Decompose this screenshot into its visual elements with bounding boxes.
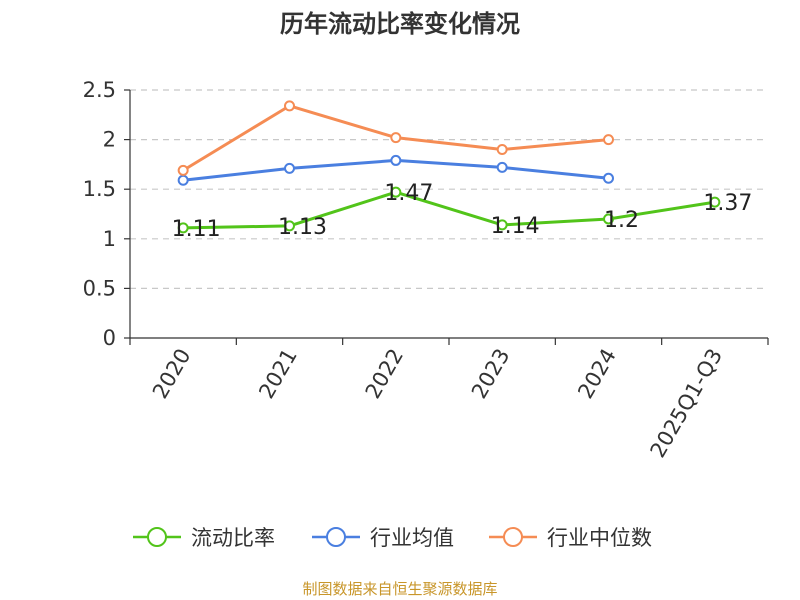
- data-point: [177, 222, 189, 234]
- grid-lines: [130, 89, 768, 289]
- data-point: [603, 134, 614, 146]
- chart-title: 历年流动比率变化情况: [280, 10, 520, 38]
- data-point: [390, 154, 402, 166]
- x-tick-label: 2022: [361, 345, 409, 403]
- data-point: [390, 186, 402, 198]
- data-point: [496, 219, 508, 231]
- y-tick-label: 1.5: [83, 177, 116, 201]
- legend-label: 行业中位数: [547, 526, 652, 550]
- data-point: [284, 162, 295, 174]
- y-tick-label: 2.5: [83, 78, 116, 102]
- legend-label: 流动比率: [191, 526, 275, 550]
- data-label: 1.47: [384, 181, 433, 206]
- data-point: [390, 132, 402, 144]
- legend-swatch-marker: [503, 527, 523, 547]
- source-note: 制图数据来自恒生聚源数据库: [302, 580, 498, 598]
- data-label: 1.11: [172, 217, 221, 242]
- series-lines: [177, 100, 721, 234]
- data-point: [496, 144, 508, 156]
- data-point: [709, 196, 721, 208]
- data-point: [496, 161, 508, 173]
- data-label: 1.37: [703, 191, 752, 216]
- data-point: [603, 213, 614, 225]
- x-tick-label: 2021: [254, 345, 302, 403]
- series-line-0: [183, 190, 716, 230]
- data-point: [177, 164, 189, 176]
- legend-swatch-marker: [326, 527, 346, 547]
- data-labels: 1.11 1.13 1.47 1.14 1.2 1.37: [172, 181, 753, 242]
- y-tick-label: 0: [103, 326, 116, 350]
- data-label: 1.14: [491, 214, 540, 239]
- legend-swatch-marker: [147, 527, 167, 547]
- x-tick-label: 2024: [573, 345, 621, 403]
- data-label: 1.2: [604, 208, 639, 233]
- data-label: 1.13: [278, 215, 327, 240]
- axes: 0 0.5 1 1.5 2 2.5 2020 2021 2022 2023 2024 2025Q1-Q…: [83, 78, 769, 462]
- x-tick-label: 2020: [148, 345, 196, 403]
- data-point: [603, 172, 614, 184]
- y-tick-label: 1: [103, 227, 116, 251]
- data-point: [284, 220, 295, 232]
- y-tick-label: 2: [103, 128, 116, 152]
- data-point: [177, 174, 189, 186]
- x-tick-label: 2023: [467, 344, 515, 402]
- legend-label: 行业均值: [370, 526, 454, 550]
- data-point: [284, 100, 295, 112]
- legend: 流动比率 行业均值 行业中位数: [133, 526, 652, 550]
- y-tick-label: 0.5: [83, 276, 116, 300]
- x-tick-label: 2025Q1-Q3: [646, 345, 728, 462]
